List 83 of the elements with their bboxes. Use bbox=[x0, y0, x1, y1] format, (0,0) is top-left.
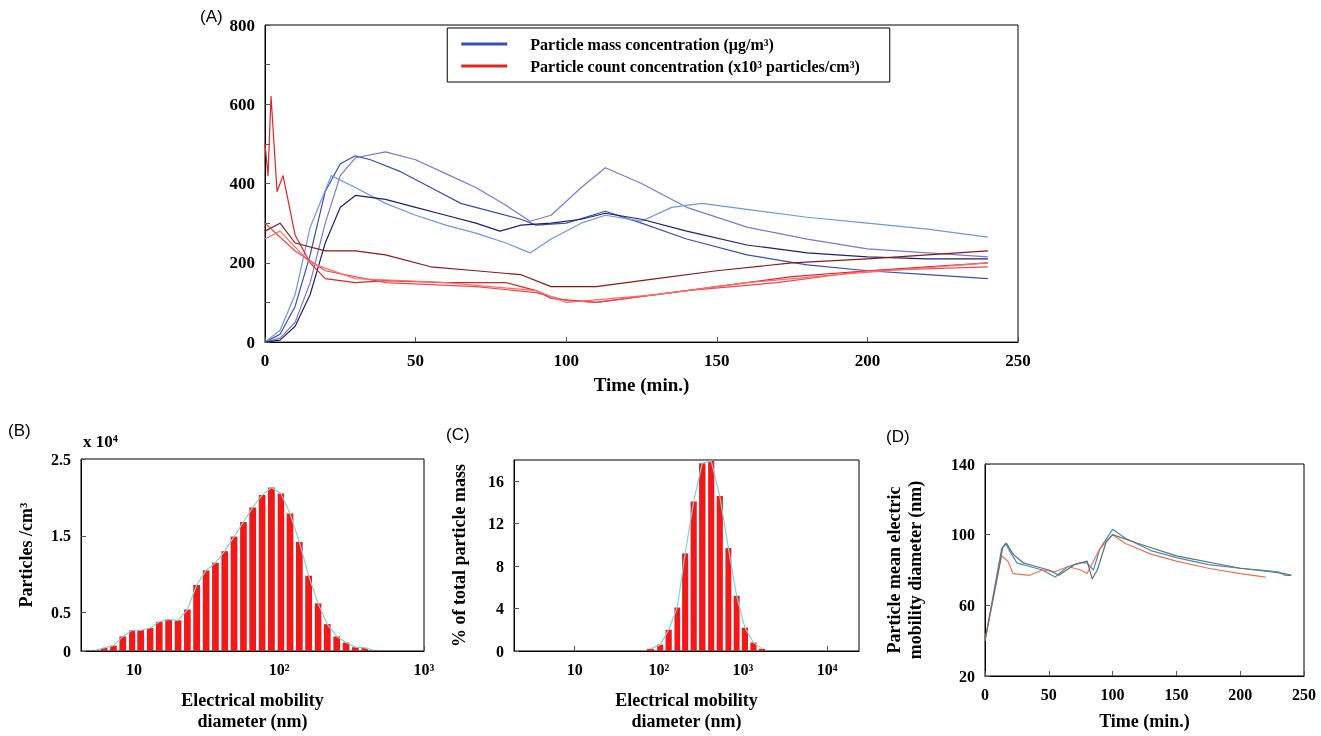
bar bbox=[716, 496, 723, 651]
y-tick-label: 200 bbox=[229, 253, 255, 273]
x-tick-label: 250 bbox=[1292, 685, 1316, 703]
x-axis-title: Electrical mobility diameter (nm) bbox=[181, 689, 324, 732]
y-tick-label: 20 bbox=[959, 667, 975, 685]
y-tick-label: 60 bbox=[959, 596, 975, 614]
bar bbox=[708, 461, 715, 651]
bar bbox=[295, 541, 303, 651]
bar bbox=[165, 619, 173, 651]
x-axis-title: Time (min.) bbox=[593, 374, 690, 396]
x-tick-label: 10² bbox=[648, 660, 670, 678]
x-tick-label: 200 bbox=[1228, 685, 1253, 703]
x-tick-label: 10 bbox=[566, 660, 583, 678]
bar bbox=[647, 648, 655, 651]
x-tick-label: 10⁴ bbox=[816, 660, 838, 678]
x-tick-label: 250 bbox=[1005, 351, 1031, 371]
x-tick-label: 50 bbox=[1040, 685, 1057, 703]
chart-title: (C) bbox=[446, 425, 470, 444]
bar bbox=[193, 584, 201, 651]
bar bbox=[137, 630, 145, 651]
chart-title: (A) bbox=[200, 7, 223, 26]
y-tick-label: 16 bbox=[488, 472, 504, 490]
chart-title: (B) bbox=[8, 421, 31, 440]
x-tick-label: 150 bbox=[704, 351, 730, 371]
x-tick-label: 0 bbox=[260, 351, 270, 371]
y-tick-label: 12 bbox=[488, 515, 504, 533]
y-tick-label: 1.5 bbox=[51, 527, 71, 545]
bar bbox=[129, 630, 136, 651]
legend-label: Particle mass concentration (μg/m³) bbox=[530, 35, 774, 54]
bar bbox=[323, 624, 331, 651]
y-axis-title: Particle mean electric mobility diameter (nm) bbox=[883, 480, 926, 660]
bar bbox=[155, 621, 163, 651]
y-tick-label: 600 bbox=[229, 94, 255, 114]
y-axis-title: % of total particle mass bbox=[448, 464, 469, 647]
bar bbox=[305, 575, 313, 651]
bar bbox=[267, 487, 275, 651]
bar bbox=[184, 609, 191, 651]
y-tick-label: 140 bbox=[951, 455, 975, 473]
y-tick-label: 0.5 bbox=[51, 604, 71, 622]
bar bbox=[240, 521, 247, 651]
x-tick-label: 100 bbox=[1100, 685, 1125, 703]
y-axis-title: Particles /cm³ bbox=[15, 501, 36, 608]
bar bbox=[277, 493, 285, 651]
bar bbox=[665, 629, 672, 651]
bar bbox=[741, 627, 748, 651]
x-axis-title: Electrical mobility diameter (nm) bbox=[615, 689, 758, 732]
bar bbox=[249, 507, 257, 651]
y-tick-label: 2.5 bbox=[51, 450, 71, 468]
y-tick-label: 400 bbox=[229, 174, 255, 194]
x-axis-title: Time (min.) bbox=[1099, 710, 1190, 732]
bar bbox=[758, 648, 766, 651]
y-tick-label: 800 bbox=[229, 15, 255, 35]
bar bbox=[699, 463, 706, 651]
legend-label: Particle count concentration (x10³ particles/cm³) bbox=[530, 57, 860, 76]
x-tick-label: 10² bbox=[268, 660, 290, 678]
bar bbox=[674, 607, 681, 651]
bar bbox=[733, 595, 740, 651]
text: x 10⁴ bbox=[83, 432, 118, 451]
x-tick-label: 0 bbox=[981, 685, 989, 703]
bar bbox=[212, 562, 219, 651]
y-tick-label: 0 bbox=[63, 642, 71, 660]
bar bbox=[119, 636, 127, 651]
chart-title: (D) bbox=[886, 427, 910, 446]
x-tick-label: 50 bbox=[407, 351, 425, 371]
x-tick-label: 10³ bbox=[413, 660, 435, 678]
bar bbox=[221, 551, 229, 651]
x-tick-label: 100 bbox=[553, 351, 579, 371]
bar bbox=[333, 636, 341, 651]
y-tick-label: 8 bbox=[496, 557, 504, 575]
bar bbox=[682, 553, 689, 651]
line-series bbox=[94, 486, 375, 651]
y-tick-label: 100 bbox=[951, 526, 975, 544]
x-tick-label: 10³ bbox=[732, 660, 754, 678]
y-tick-label: 0 bbox=[496, 642, 504, 660]
bar bbox=[725, 548, 732, 651]
x-tick-label: 10 bbox=[126, 660, 143, 678]
x-tick-label: 200 bbox=[854, 351, 881, 371]
x-tick-label: 150 bbox=[1164, 685, 1189, 703]
line-series bbox=[649, 460, 763, 650]
y-tick-label: 4 bbox=[496, 600, 504, 618]
line-series bbox=[264, 222, 989, 288]
bar bbox=[690, 501, 697, 651]
y-tick-label: 0 bbox=[246, 332, 255, 352]
